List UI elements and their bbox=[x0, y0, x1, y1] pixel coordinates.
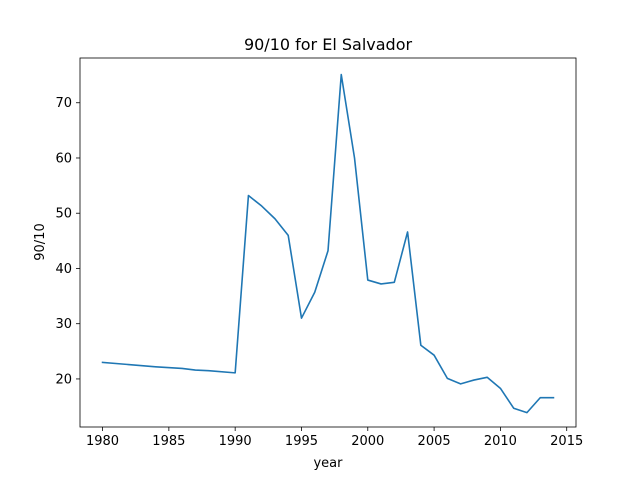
chart-title: 90/10 for El Salvador bbox=[244, 35, 413, 54]
y-axis-label: 90/10 bbox=[33, 223, 48, 260]
x-tick-label-2000: 2000 bbox=[351, 434, 384, 449]
y-tick-label-30: 30 bbox=[55, 317, 72, 332]
series-line-0 bbox=[101, 73, 555, 414]
x-tick-label-2010: 2010 bbox=[484, 434, 517, 449]
x-tick-label-2005: 2005 bbox=[418, 434, 451, 449]
y-tick-label-20: 20 bbox=[55, 372, 72, 387]
y-tick-label-40: 40 bbox=[55, 262, 72, 277]
x-tick-label-1980: 1980 bbox=[86, 434, 119, 449]
x-tick-label-1985: 1985 bbox=[152, 434, 185, 449]
y-tick-label-70: 70 bbox=[55, 96, 72, 111]
x-tick-label-1990: 1990 bbox=[219, 434, 252, 449]
y-tick-label-60: 60 bbox=[55, 151, 72, 166]
x-tick-label-2015: 2015 bbox=[550, 434, 583, 449]
y-tick-label-50: 50 bbox=[55, 207, 72, 222]
plot-frame bbox=[79, 57, 577, 428]
x-axis-label: year bbox=[313, 456, 343, 471]
plot-area: 1980 1985 1990 1995 2000 2005 2010 2015 20 30 40 50… bbox=[55, 57, 583, 449]
x-tick-label-1995: 1995 bbox=[285, 434, 318, 449]
